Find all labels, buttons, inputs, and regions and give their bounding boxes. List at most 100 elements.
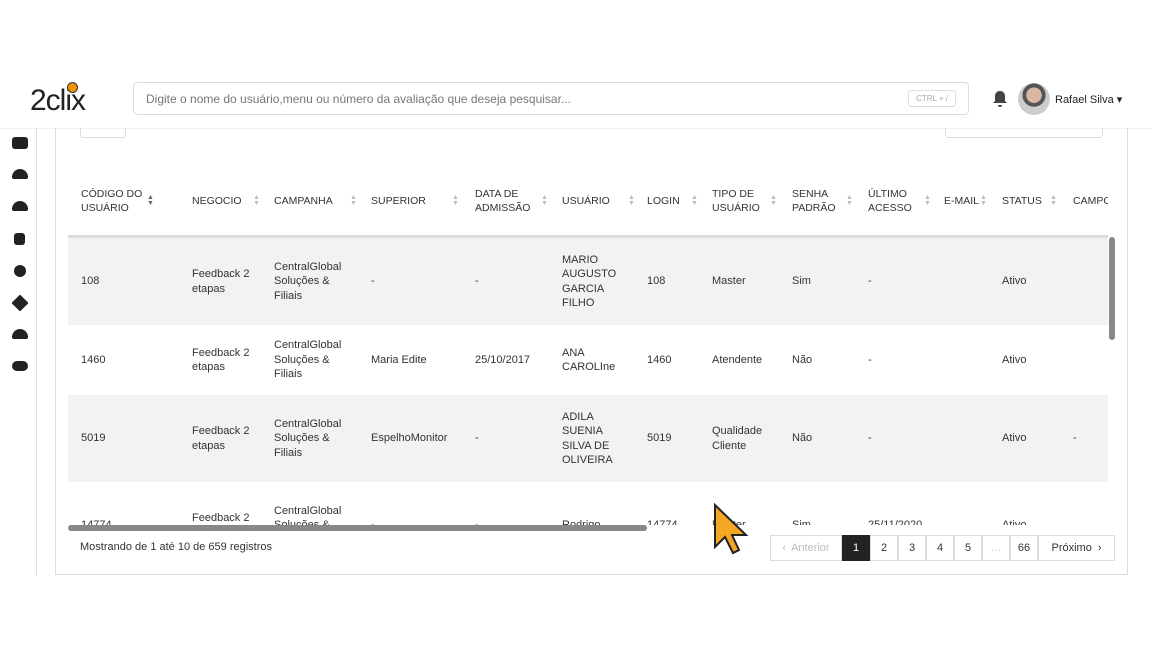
nav-icon[interactable] <box>12 169 28 179</box>
sort-icon[interactable]: ▲ ▼ <box>924 194 931 207</box>
column-header[interactable]: CÓDIGO DO USUÁRIO <box>81 168 147 234</box>
table-row[interactable]: 1460 Feedback 2 etapas CentralGlobal Soluç… <box>68 325 1108 396</box>
column-header-text: CAMPO_ <box>1073 194 1108 207</box>
sort-icon[interactable]: ▲ ▼ <box>980 194 987 207</box>
pagination-next[interactable]: Próximo › <box>1038 535 1115 561</box>
table-row[interactable]: 108 Feedback 2 etapas CentralGlobal Soluçõ… <box>68 238 1108 326</box>
sort-icon[interactable]: ▲ ▼ <box>770 194 777 207</box>
column-header-text: CAMPANHA <box>274 194 333 207</box>
table-cell: CentralGlobal Soluções & Filiais <box>274 260 342 302</box>
table-info: Mostrando de 1 até 10 de 659 registros <box>80 541 273 553</box>
length-select[interactable] <box>80 128 126 138</box>
table-cell: Qualidade Cliente <box>712 425 763 452</box>
column-header[interactable]: E-MAIL <box>944 168 980 234</box>
pagination-page[interactable]: 66 <box>1010 535 1038 561</box>
sort-icon[interactable]: ▲ ▼ <box>350 194 357 207</box>
column-header[interactable]: CAMPANHA <box>274 168 350 234</box>
table-cell: CentralGlobal Soluções & Filiais <box>274 417 342 459</box>
table-cell: Feedback 2 etapas <box>192 346 250 374</box>
table-cell: Ativo <box>1002 432 1027 445</box>
pagination-page[interactable]: … <box>982 535 1010 561</box>
column-header[interactable]: LOGIN <box>647 168 691 234</box>
column-header-text: SUPERIOR <box>371 194 426 207</box>
table-row[interactable]: 5019 Feedback 2 etapas CentralGlobal Soluç… <box>68 395 1108 483</box>
table-cell: - <box>868 432 872 445</box>
pagination-page[interactable]: 1 <box>842 535 870 561</box>
pagination-previous-text: Anterior <box>791 542 830 554</box>
nav-icon[interactable] <box>12 361 28 371</box>
column-header-text: LOGIN <box>647 194 680 207</box>
horizontal-scrollbar[interactable] <box>68 525 647 531</box>
nav-icon[interactable] <box>12 329 28 339</box>
table-cell: - <box>475 432 479 445</box>
column-header[interactable]: SUPERIOR <box>371 168 452 234</box>
column-header[interactable]: ÚLTIMO ACESSO <box>868 168 924 234</box>
nav-icon[interactable] <box>12 201 28 211</box>
table-cell: EspelhoMonitor <box>371 432 448 445</box>
table-cell: Ativo <box>1002 353 1027 366</box>
sort-icon[interactable]: ▲ ▼ <box>691 194 698 207</box>
table-cell: 108 <box>81 275 100 288</box>
table-cell: 14774 <box>81 482 151 525</box>
top-bar <box>0 70 1152 129</box>
column-header[interactable]: STATUS <box>1002 168 1050 234</box>
sort-icon[interactable]: ▲ ▼ <box>147 194 154 207</box>
table-cell: CentralGlobal Soluções & Filiais <box>274 339 342 381</box>
sort-icon[interactable]: ▲ ▼ <box>541 194 548 207</box>
table-cell: 1460 <box>647 353 672 366</box>
table-cell: Feedback 2 etapas <box>192 268 250 295</box>
column-header[interactable]: NEGOCIO <box>192 168 253 234</box>
column-header-text: ÚLTIMO ACESSO <box>868 187 912 215</box>
table-cell: MARIO AUGUSTO GARCIA FILHO <box>562 253 617 310</box>
table-cell: Rodrigo <box>562 482 632 525</box>
bell-icon[interactable] <box>992 90 1008 108</box>
table-cell: Master <box>712 275 746 288</box>
pagination-previous[interactable]: ‹ Anterior <box>770 535 842 561</box>
pagination-page[interactable]: 5 <box>954 535 982 561</box>
table-card <box>55 128 1128 575</box>
table-row[interactable]: 14774 Feedback 2 etapas CentralGlobal Solu… <box>68 482 1108 525</box>
header-divider <box>68 235 1108 238</box>
avatar[interactable] <box>1018 83 1050 115</box>
shortcut-hint: CTRL + / <box>908 90 956 107</box>
table-cell: Sim <box>792 482 850 525</box>
column-header[interactable]: TIPO DE USUÁRIO <box>712 168 770 234</box>
search-placeholder: Digite o nome do usuário,menu ou número … <box>146 92 571 106</box>
sort-icon[interactable]: ▲ ▼ <box>452 194 459 207</box>
table-cell: Feedback 2 etapas <box>192 512 250 524</box>
vertical-scrollbar[interactable] <box>1109 237 1115 340</box>
sort-icon[interactable]: ▲ ▼ <box>253 194 260 207</box>
column-header-text: STATUS <box>1002 194 1042 207</box>
column-header[interactable]: DATA DE ADMISSÃO <box>475 168 541 234</box>
table-cell: - <box>371 275 375 288</box>
user-name[interactable]: Rafael Silva ▾ <box>1055 94 1123 106</box>
sort-icon[interactable]: ▲ ▼ <box>1050 194 1057 207</box>
pagination-page[interactable]: 2 <box>870 535 898 561</box>
column-header[interactable]: USUÁRIO <box>562 168 628 234</box>
column-header-text: E-MAIL <box>944 194 980 207</box>
nav-icon[interactable] <box>12 137 28 149</box>
pagination-page[interactable]: 3 <box>898 535 926 561</box>
nav-icon[interactable] <box>11 294 29 312</box>
pagination-page[interactable]: 4 <box>926 535 954 561</box>
column-header[interactable]: SENHA PADRÃO <box>792 168 846 234</box>
filter-input[interactable] <box>945 128 1103 138</box>
table-cell: - <box>868 353 872 366</box>
nav-icon[interactable] <box>14 265 26 277</box>
column-header-text: TIPO DE USUÁRIO <box>712 187 760 215</box>
sort-icon[interactable]: ▲ ▼ <box>628 194 635 207</box>
table-cell: 5019 <box>647 432 672 445</box>
table-cell: Sim <box>792 275 811 288</box>
search-box[interactable]: Digite o nome do usuário,menu ou número … <box>133 82 969 115</box>
column-header-text: NEGOCIO <box>192 194 242 207</box>
mouse-cursor <box>714 503 749 555</box>
sidebar-border <box>36 128 37 575</box>
nav-icon[interactable] <box>14 233 25 245</box>
table-cell: - <box>868 275 872 288</box>
logo-dot <box>67 82 78 93</box>
table-cell: 14774 <box>647 482 695 525</box>
column-header[interactable]: CAMPO_ <box>1073 168 1108 234</box>
sort-icon[interactable]: ▲ ▼ <box>846 194 853 207</box>
table-cell: 1460 <box>81 353 106 366</box>
